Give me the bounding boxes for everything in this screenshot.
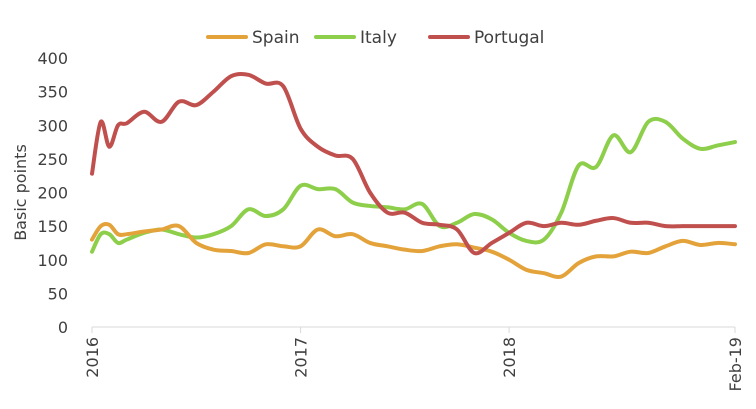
legend-label-spain: Spain [252,28,300,48]
series-line-portugal [90,71,737,256]
x-tick-label: Feb-19 [726,337,745,391]
y-tick-label: 300 [37,116,68,135]
y-tick-label: 250 [37,150,68,169]
x-tick-label: 2018 [500,337,519,378]
y-tick-label: 150 [37,217,68,236]
y-axis-label: Basic points [11,144,30,241]
x-tick-label: 2016 [83,337,102,378]
y-tick-label: 100 [37,251,68,270]
y-tick-label: 0 [58,318,68,337]
x-tick-label: 2017 [292,337,311,378]
legend: Spain Italy Portugal [206,28,544,48]
x-axis-ticks: 2016 2017 2018 Feb-19 [83,327,745,391]
y-tick-label: 350 [37,83,68,102]
y-tick-label: 50 [48,284,68,303]
legend-label-italy: Italy [360,28,397,48]
y-tick-label: 200 [37,184,68,203]
y-axis-ticks: 0 50 100 150 200 250 300 350 400 [37,49,68,337]
series-line-italy [90,116,737,254]
legend-label-portugal: Portugal [474,28,544,48]
y-tick-label: 400 [37,49,68,68]
series-line-spain [90,221,737,279]
series-lines [90,71,737,279]
